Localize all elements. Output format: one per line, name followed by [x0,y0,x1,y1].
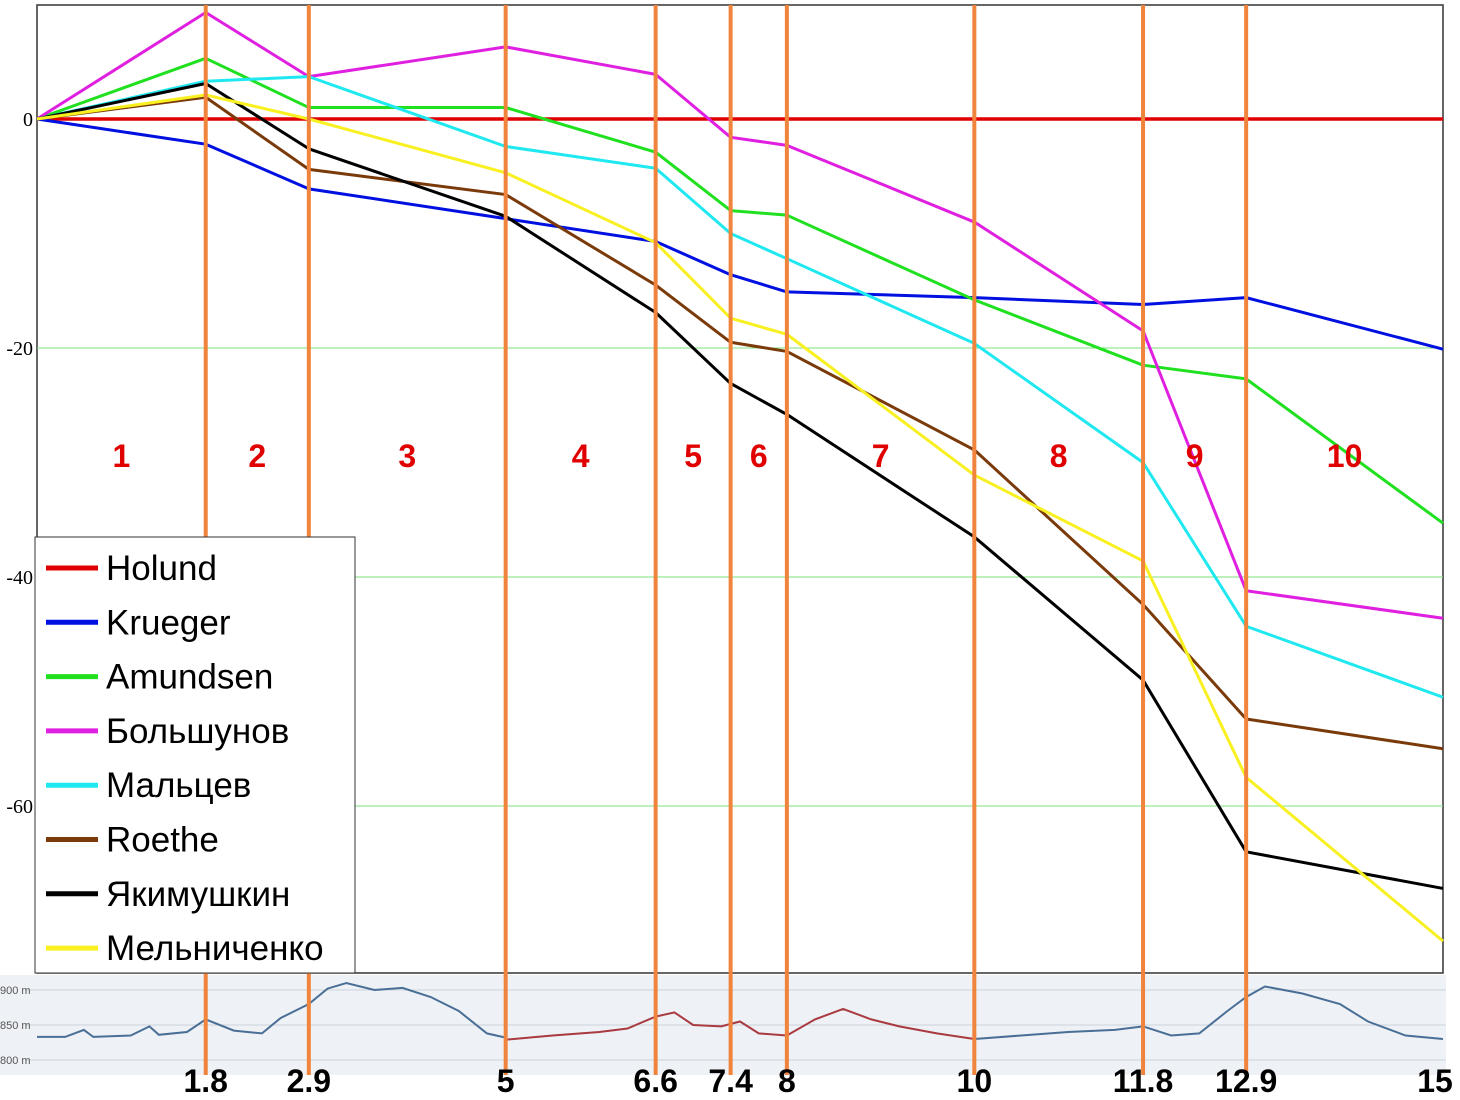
legend: Holund Krueger Amundsen Большунов Мальцев Roe… [34,536,356,974]
legend-box [34,536,356,974]
segment-label: 9 [1186,438,1204,474]
x-tick-label: 7.4 [708,1063,753,1099]
legend-label: Мельниченко [106,929,324,968]
segment-label: 10 [1327,438,1363,474]
segment-label: 6 [750,438,768,474]
legend-label: Holund [106,549,217,588]
y-tick-label: -40 [6,567,33,589]
segment-label: 8 [1050,438,1068,474]
x-tick-label: 11.8 [1113,1063,1174,1099]
legend-label: Amundsen [106,658,273,697]
segment-label: 2 [248,438,266,474]
x-tick-label: 6.6 [633,1063,677,1099]
segment-label: 5 [684,438,702,474]
legend-label: Roethe [106,821,219,860]
x-tick-label: 2.9 [287,1063,331,1099]
y-tick-label: -20 [6,338,33,360]
elevation-tick-label: 800 m [0,1055,31,1067]
elevation-profile-line [505,1007,975,1041]
x-tick-label: 10 [957,1063,993,1099]
elevation-tick-label: 850 m [0,1020,31,1032]
y-tick-label: 0 [23,109,33,131]
legend-label: Мальцев [106,766,251,805]
y-tick-label: -60 [6,796,33,818]
legend-label: Krueger [106,603,231,642]
x-tick-label: 15 [1417,1063,1453,1099]
legend-label: Большунов [106,712,289,751]
x-tick-label: 8 [778,1063,796,1099]
elevation-tick-label: 900 m [0,985,31,997]
legend-label: Якимушкин [106,875,290,914]
x-tick-label: 5 [497,1063,515,1099]
elevation-profile-line [974,985,1444,1040]
x-tick-label: 1.8 [183,1063,227,1099]
segment-label: 1 [112,438,130,474]
elevation-profile-line [37,981,506,1039]
x-tick-label: 12.9 [1215,1063,1277,1099]
segment-label: 4 [572,438,590,474]
segment-label: 3 [398,438,416,474]
segment-label: 7 [872,438,890,474]
